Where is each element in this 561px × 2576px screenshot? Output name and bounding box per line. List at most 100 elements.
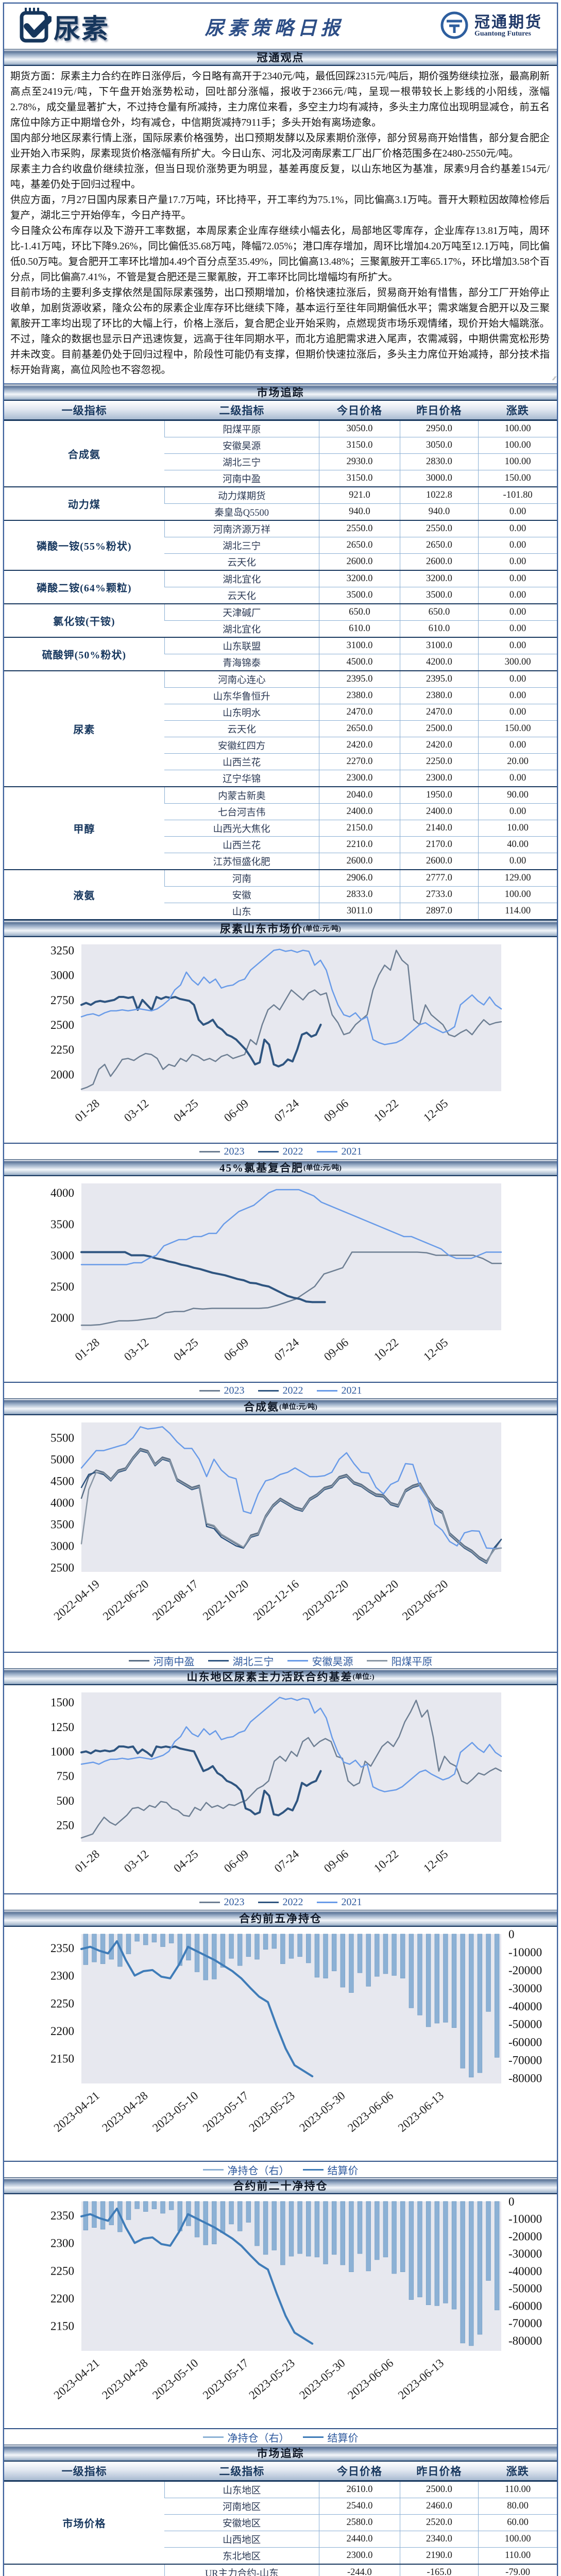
value-cell: 2833.0 xyxy=(319,886,400,903)
chart-title: 合成氨 xyxy=(244,1401,280,1413)
value-cell: 2300.0 xyxy=(319,770,400,787)
legend-item: 2021 xyxy=(316,1146,362,1158)
svg-text:-80000: -80000 xyxy=(508,2334,542,2347)
chart-legend: 2023 2022 2021 xyxy=(4,1893,557,1910)
table-row: 合成氨 阳煤平原 3050.0 2950.0 100.00 xyxy=(4,419,557,487)
value-cell: 100.00 xyxy=(478,453,557,470)
value-cell: 921.0 xyxy=(319,486,400,504)
indicator-level2-cell: 云天化 xyxy=(164,720,319,737)
indicator-level1-cell: 液氨 xyxy=(4,869,165,920)
svg-text:06-09: 06-09 xyxy=(222,1848,251,1875)
value-cell: 650.0 xyxy=(319,603,400,621)
svg-text:01-28: 01-28 xyxy=(73,1097,102,1125)
legend-item: 2021 xyxy=(316,1385,362,1397)
indicator-level2-cell: 山西光大焦化 xyxy=(164,820,319,837)
legend-dash-icon xyxy=(302,2168,324,2171)
value-cell: 3150.0 xyxy=(319,437,400,454)
svg-text:2300: 2300 xyxy=(50,1970,74,1982)
value-cell: 2250.0 xyxy=(399,753,479,770)
indicator-level2-cell: 内蒙古新奥 xyxy=(164,786,319,804)
svg-text:4000: 4000 xyxy=(50,1497,74,1510)
indicator-level2-cell: 秦皇岛Q5500 xyxy=(164,503,319,520)
resize-handle[interactable]: ⁄⁄ xyxy=(553,375,555,382)
svg-text:2023-05-10: 2023-05-10 xyxy=(150,2357,200,2402)
value-cell: 2395.0 xyxy=(319,670,400,688)
svg-text:-10000: -10000 xyxy=(508,1946,542,1959)
value-cell: 3100.0 xyxy=(399,637,479,654)
table-header-cell: 二级指标 xyxy=(164,401,319,421)
indicator-level1-cell: 市场价格 xyxy=(4,2480,165,2564)
svg-text:2023-04-21: 2023-04-21 xyxy=(52,2357,102,2402)
indicator-level1-cell: 甲醇 xyxy=(4,786,165,870)
value-cell: 2650.0 xyxy=(319,720,400,737)
indicator-level2-cell: 江苏恒盛化肥 xyxy=(164,853,319,870)
legend-dash-icon xyxy=(199,1901,220,1903)
svg-text:07-24: 07-24 xyxy=(272,1096,302,1124)
legend-dash-icon xyxy=(202,2168,224,2171)
value-cell: 150.00 xyxy=(478,720,557,737)
value-cell: 150.00 xyxy=(478,470,557,487)
value-cell: 114.00 xyxy=(478,903,557,920)
chart-title: 合约前二十净持仓 xyxy=(233,2180,328,2192)
table-row: 液氨 河南 2906.0 2777.0 129.00 xyxy=(4,869,557,920)
table-header-cell: 涨跌 xyxy=(478,2462,557,2482)
market-track-table-1: 市场追踪 一级指标 二级指标 今日价格 昨日价格 涨跌 合成氨 阳煤平原 3050.0 2950.… xyxy=(4,384,557,920)
value-cell: -165.0 xyxy=(399,2564,479,2576)
indicator-level2-cell: 辽宁华锦 xyxy=(164,770,319,787)
svg-text:1500: 1500 xyxy=(50,1696,74,1709)
svg-text:09-06: 09-06 xyxy=(321,1097,351,1125)
brand-name-cn: 冠通期货 xyxy=(474,13,542,31)
value-cell: -101.80 xyxy=(478,486,557,504)
legend-label: 2022 xyxy=(282,1145,303,1157)
table-header-cell: 一级指标 xyxy=(4,401,165,421)
table-row: 安徽 2833.0 2733.0 100.00 xyxy=(4,886,557,903)
svg-text:2023-04-28: 2023-04-28 xyxy=(99,2089,150,2134)
legend-label: 净持仓（右） xyxy=(227,2165,290,2177)
legend-label: 结算价 xyxy=(327,2432,359,2444)
value-cell: 2300.0 xyxy=(399,770,479,787)
value-cell: 2650.0 xyxy=(399,537,479,554)
value-cell: 3200.0 xyxy=(399,570,479,587)
table-row: 甲醇 内蒙古新奥 2040.0 1950.0 90.00 xyxy=(4,786,557,870)
value-cell: 2600.0 xyxy=(399,553,479,570)
value-cell: 2610.0 xyxy=(319,2480,400,2498)
value-cell: -79.00 xyxy=(478,2564,557,2576)
market-track-table: 一级指标 二级指标 今日价格 昨日价格 涨跌 市场价格 山东地区 2610.0 2500.0 11… xyxy=(4,2462,557,2576)
legend-label: 安徽昊源 xyxy=(312,1656,353,1668)
value-cell: 2830.0 xyxy=(399,453,479,470)
indicator-level2-cell: 湖北三宁 xyxy=(164,537,319,554)
svg-text:2022-10-20: 2022-10-20 xyxy=(200,1578,251,1623)
value-cell: 60.00 xyxy=(478,2514,557,2531)
table-header-cell: 昨日价格 xyxy=(400,401,479,421)
svg-text:-30000: -30000 xyxy=(508,1982,542,1995)
table-row: 安徽昊源 3150.0 3050.0 100.00 xyxy=(4,437,557,454)
legend-dash-icon xyxy=(366,1659,387,1662)
viewpoint-paragraph: 今日隆众公布库存以及下游开工率数据，本周尿素企业库存继续小幅去化，局部地区零库存… xyxy=(10,226,550,283)
chart-legend: 净持仓（右） 结算价 xyxy=(4,2428,557,2445)
svg-text:2022-12-16: 2022-12-16 xyxy=(251,1578,301,1623)
legend-label: 河南中盈 xyxy=(153,1656,195,1668)
svg-text:2023-06-06: 2023-06-06 xyxy=(345,2357,396,2402)
table-row: 磷酸二铵(64%颗粒) 湖北宜化 3200.0 3200.0 0.00 xyxy=(4,570,557,604)
legend-item: 2022 xyxy=(258,1385,303,1397)
legend-dash-icon xyxy=(258,1150,279,1153)
value-cell: 2150.0 xyxy=(319,820,400,837)
value-cell: 2550.0 xyxy=(399,520,479,537)
svg-text:2250: 2250 xyxy=(50,1997,74,2010)
indicator-level1-cell: 动力煤 xyxy=(4,486,165,520)
svg-text:2023-06-13: 2023-06-13 xyxy=(396,2089,446,2134)
indicator-level2-cell: 动力煤期货 xyxy=(164,486,319,504)
viewpoint-paragraph: 国内部分地区尿素行情上涨，国际尿素价格强势，出口预期发酵以及尿素期价涨停，部分贸… xyxy=(10,133,550,159)
svg-text:2150: 2150 xyxy=(50,2053,74,2065)
legend-dash-icon xyxy=(202,2436,224,2438)
legend-item: 阳煤平原 xyxy=(366,1653,433,1668)
svg-text:03-12: 03-12 xyxy=(122,1097,151,1125)
value-cell: 40.00 xyxy=(478,836,557,853)
value-cell: 2400.0 xyxy=(319,803,400,820)
legend-item: 结算价 xyxy=(302,2162,359,2177)
value-cell: 300.00 xyxy=(478,654,557,671)
value-cell: 2460.0 xyxy=(399,2498,479,2515)
chart-container: 2000 2250 2500 2750 3000 3250 01-28 03-12 04-25 0… xyxy=(4,937,557,1143)
table-row: 市场价格 山东地区 2610.0 2500.0 110.00 xyxy=(4,2480,557,2564)
table-section-bar: 市场追踪 xyxy=(4,384,557,401)
